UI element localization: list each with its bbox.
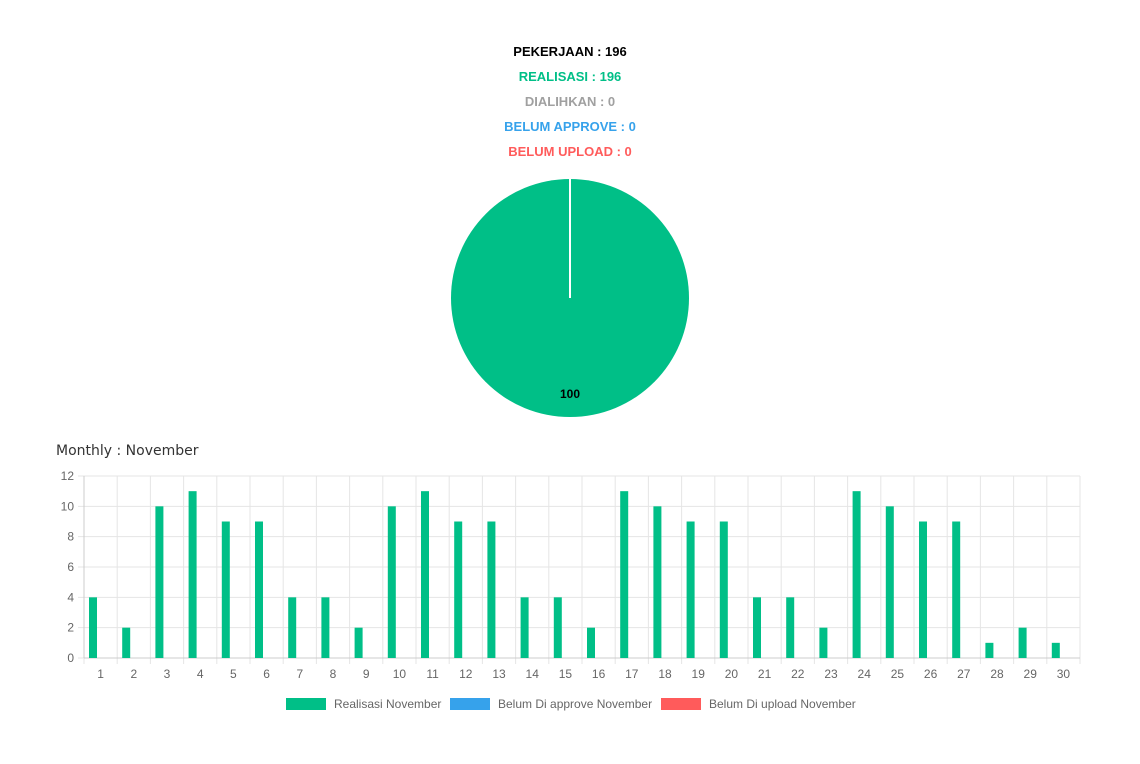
x-tick-label: 25	[891, 667, 905, 681]
bar-realisasi-november[interactable]	[786, 597, 795, 658]
bar-realisasi-november[interactable]	[288, 597, 297, 658]
belum-upload-total: BELUM UPLOAD : 0	[508, 144, 632, 159]
x-tick-label: 4	[197, 667, 204, 681]
bar-realisasi-november[interactable]	[952, 521, 961, 659]
x-tick-label: 2	[130, 667, 137, 681]
pie-chart: 100	[450, 178, 690, 418]
x-tick-label: 18	[658, 667, 672, 681]
y-tick-label: 12	[61, 469, 75, 483]
bar-realisasi-november[interactable]	[620, 491, 629, 658]
x-tick-label: 16	[592, 667, 606, 681]
x-tick-label: 15	[559, 667, 573, 681]
bar-realisasi-november[interactable]	[686, 521, 695, 659]
bar-realisasi-november[interactable]	[122, 627, 131, 658]
bar-realisasi-november[interactable]	[188, 491, 197, 658]
x-tick-label: 19	[692, 667, 706, 681]
x-tick-label: 17	[625, 667, 639, 681]
bar-realisasi-november[interactable]	[387, 506, 396, 658]
x-tick-label: 27	[957, 667, 971, 681]
x-tick-label: 14	[526, 667, 540, 681]
legend-item[interactable]: Belum Di approve November	[450, 697, 652, 711]
x-tick-label: 11	[426, 667, 439, 681]
x-tick-label: 6	[263, 667, 270, 681]
bar-realisasi-november[interactable]	[155, 506, 164, 658]
belum-approve-total: BELUM APPROVE : 0	[504, 119, 636, 134]
legend-swatch	[661, 698, 701, 710]
bar-realisasi-november[interactable]	[819, 627, 828, 658]
bar-realisasi-november[interactable]	[753, 597, 761, 658]
legend-item[interactable]: Realisasi November	[286, 697, 441, 711]
x-tick-label: 22	[791, 667, 805, 681]
bar-realisasi-november[interactable]	[885, 506, 894, 658]
bar-realisasi-november[interactable]	[653, 506, 662, 658]
x-tick-label: 24	[858, 667, 872, 681]
x-tick-label: 5	[230, 667, 237, 681]
bar-realisasi-november[interactable]	[454, 521, 463, 659]
bar-realisasi-november[interactable]	[1018, 627, 1027, 658]
bar-realisasi-november[interactable]	[919, 521, 927, 659]
legend-label: Belum Di approve November	[498, 697, 653, 711]
x-tick-label: 23	[824, 667, 838, 681]
dialihkan-total: DIALIHKAN : 0	[524, 94, 616, 109]
legend-swatch	[450, 698, 490, 710]
x-tick-label: 8	[330, 667, 337, 681]
x-tick-label: 10	[393, 667, 407, 681]
bar-realisasi-november[interactable]	[354, 627, 363, 658]
x-tick-label: 20	[725, 667, 739, 681]
x-tick-label: 7	[296, 667, 303, 681]
y-tick-label: 2	[67, 621, 74, 635]
y-tick-label: 0	[67, 651, 74, 665]
pie-chart-svg: 100	[451, 179, 689, 417]
x-tick-label: 30	[1057, 667, 1071, 681]
bar-realisasi-november[interactable]	[487, 521, 496, 659]
x-tick-label: 26	[924, 667, 938, 681]
bar-realisasi-november[interactable]	[852, 491, 861, 658]
pekerjaan-total: PEKERJAAN : 196	[513, 44, 627, 59]
x-tick-label: 13	[492, 667, 506, 681]
x-tick-label: 28	[990, 667, 1004, 681]
bar-realisasi-november[interactable]	[719, 521, 728, 659]
bar-realisasi-november[interactable]	[587, 627, 595, 658]
bar-realisasi-november[interactable]	[221, 521, 230, 659]
y-tick-label: 6	[67, 560, 74, 574]
bar-realisasi-november[interactable]	[520, 597, 529, 658]
legend-item[interactable]: Belum Di upload November	[661, 697, 856, 711]
legend-label: Belum Di upload November	[709, 697, 856, 711]
legend-swatch	[286, 698, 326, 710]
x-tick-label: 3	[164, 667, 171, 681]
x-tick-label: 12	[459, 667, 473, 681]
y-tick-label: 4	[67, 590, 74, 604]
bar-realisasi-november[interactable]	[1051, 642, 1060, 658]
y-tick-label: 8	[67, 530, 74, 544]
pie-data-label: 100	[560, 387, 580, 401]
realisasi-total: REALISASI : 196	[518, 69, 622, 84]
x-tick-label: 29	[1024, 667, 1038, 681]
bar-realisasi-november[interactable]	[985, 642, 994, 658]
summary-block: PEKERJAAN : 196 REALISASI : 196 DIALIHKA…	[0, 42, 1140, 167]
y-tick-label: 10	[61, 499, 75, 513]
x-tick-label: 21	[758, 667, 772, 681]
bar-realisasi-november[interactable]	[553, 597, 562, 658]
monthly-chart-title: Monthly : November	[56, 443, 199, 459]
bar-realisasi-november[interactable]	[421, 491, 429, 658]
bar-realisasi-november[interactable]	[255, 521, 263, 659]
x-tick-label: 1	[97, 667, 104, 681]
bar-realisasi-november[interactable]	[321, 597, 330, 658]
x-tick-label: 9	[363, 667, 370, 681]
bar-realisasi-november[interactable]	[89, 597, 97, 658]
legend-label: Realisasi November	[334, 697, 442, 711]
